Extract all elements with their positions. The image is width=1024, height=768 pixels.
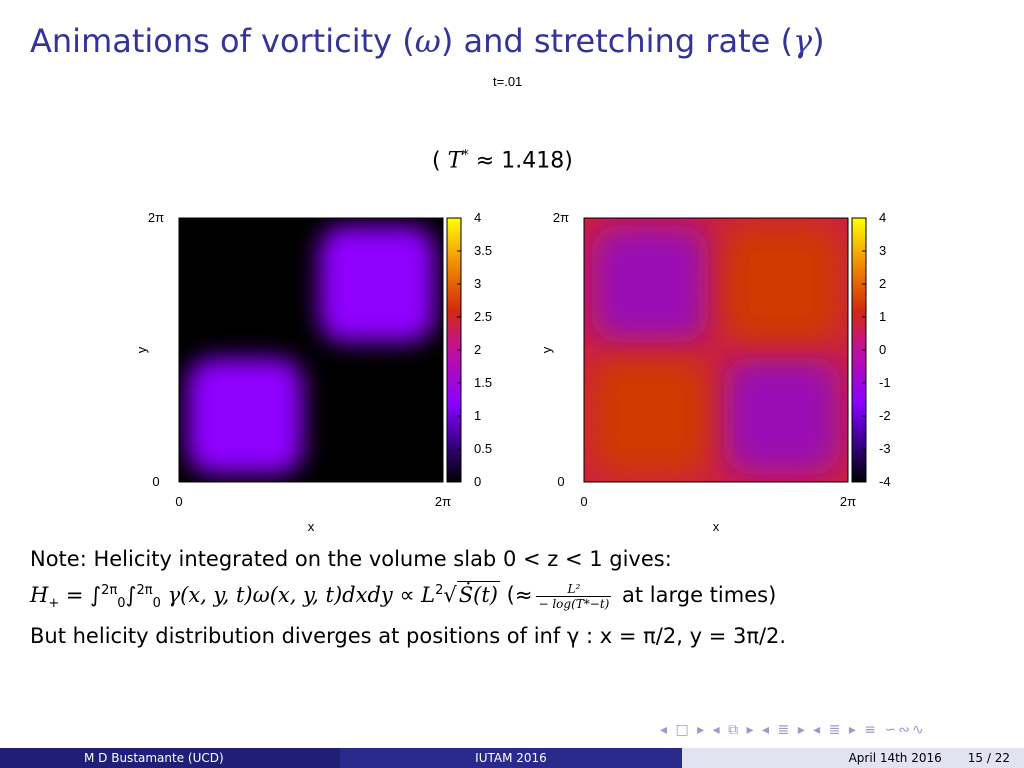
footer-date: April 14th 2016 xyxy=(848,751,942,765)
x-tick-label: 0 xyxy=(175,494,182,509)
title-text-1: Animations of vorticity ( xyxy=(30,22,415,60)
colorbar-tick-label: 2 xyxy=(879,276,886,291)
colorbar-tick-label: -1 xyxy=(879,375,891,390)
colorbar-tick-label: -2 xyxy=(879,408,891,423)
length-exponent: 2 xyxy=(435,583,444,598)
asymptotic-fraction: L² − log(T*−t) xyxy=(536,582,612,611)
heatmap-blob-4 xyxy=(723,225,841,343)
heatmap-charts: 0 2π 0 2π x y 4 3.5 3 2.5 2 1.5 1 0.5 0 0 2π 0 2π x y 4 3 2 1 0 -… xyxy=(134,210,891,534)
y-tick-label: 0 xyxy=(152,474,159,489)
heatmap-field xyxy=(584,218,848,482)
approx-open: (≈ xyxy=(506,583,533,607)
y-tick-label: 2π xyxy=(148,210,164,225)
integral-1-upper: 2π xyxy=(101,583,118,598)
footer-author: M D Bustamante (UCD) xyxy=(0,748,340,768)
integrand: γ(x, y, t)ω(x, y, t)dxdy xyxy=(167,583,393,607)
tstar-value: ≈ 1.418) xyxy=(475,148,573,174)
note-line-1: Note: Helicity integrated on the volume … xyxy=(30,547,672,571)
x-axis-label: x xyxy=(308,519,315,534)
tstar-estimate: ( T* ≈ 1.418) xyxy=(432,148,573,173)
x-axis-label: x xyxy=(713,519,720,534)
heatmap-blob-3 xyxy=(591,357,709,475)
length-symbol: L xyxy=(421,583,436,607)
colorbar-tick-label: 3 xyxy=(474,276,481,291)
colorbar-tick-label: 3.5 xyxy=(474,243,492,258)
heatmap-field xyxy=(179,218,443,482)
colorbar-tick-label: 4 xyxy=(474,210,481,225)
colorbar-tick-label: 3 xyxy=(879,243,886,258)
gamma-symbol: γ xyxy=(792,22,813,60)
heatmap-blob-1 xyxy=(591,225,709,343)
vorticity-heatmap: 0 2π 0 2π x y 4 3.5 3 2.5 2 1.5 1 0.5 0 xyxy=(134,210,492,534)
slide-title: Animations of vorticity (ω) and stretchi… xyxy=(30,22,825,60)
heatmap-blob-2 xyxy=(318,225,436,343)
integral-2-lower: 0 xyxy=(152,596,161,612)
omega-symbol: ω xyxy=(414,22,441,60)
sqrt-body: Ṡ(t) xyxy=(456,581,500,607)
heatmap-blob-2 xyxy=(723,357,841,475)
note-line-3: But helicity distribution diverges at po… xyxy=(30,624,787,649)
heatmap-blob-1 xyxy=(186,357,304,475)
y-tick-label: 2π xyxy=(553,210,569,225)
colorbar-tick-label: 2 xyxy=(474,342,481,357)
x-tick-label: 0 xyxy=(580,494,587,509)
title-text-3: ) xyxy=(812,22,825,60)
y-axis-label: y xyxy=(134,346,149,353)
fraction-numerator: L² xyxy=(536,582,612,597)
colorbar-tick-label: 2.5 xyxy=(474,309,492,324)
tstar-symbol: T xyxy=(447,148,463,174)
colorbar-tick-label: 1 xyxy=(879,309,886,324)
time-label: t=.01 xyxy=(493,74,523,89)
footer-page: 15 / 22 xyxy=(967,751,1010,765)
x-tick-label: 2π xyxy=(840,494,856,509)
colorbar-tick-label: -4 xyxy=(879,474,891,489)
plot-frame xyxy=(583,217,849,483)
x-tick-label: 2π xyxy=(435,494,451,509)
sdot-symbol: Ṡ(t) xyxy=(458,583,498,607)
y-tick-label: 0 xyxy=(557,474,564,489)
helicity-symbol: H xyxy=(30,583,49,607)
colorbar-tick-label: 1.5 xyxy=(474,375,492,390)
colorbar-tick-label: 1 xyxy=(474,408,481,423)
helicity-sub: + xyxy=(48,596,60,612)
colorbar-tick-label: 0 xyxy=(474,474,481,489)
plot-frame xyxy=(178,217,444,483)
colorbar-tick-label: -3 xyxy=(879,441,891,456)
footer-bar: M D Bustamante (UCD) IUTAM 2016 April 14… xyxy=(0,748,1024,768)
notes-block: Note: Helicity integrated on the volume … xyxy=(30,543,1010,652)
tstar-open: ( xyxy=(432,148,441,174)
equals-sign: = xyxy=(65,583,84,607)
beamer-navigation[interactable]: ◂ □ ▸ ◂ ⧉ ▸ ◂ ≣ ▸ ◂ ≣ ▸ ≡ ∽∾∿ xyxy=(660,722,926,738)
title-text-2: ) and stretching rate ( xyxy=(440,22,793,60)
colorbar-tick-label: 0 xyxy=(879,342,886,357)
fraction-denominator: − log(T*−t) xyxy=(538,596,610,611)
colorbar-tick-label: 0.5 xyxy=(474,441,492,456)
note-line-2: H+ = ∫2π0∫2π0 γ(x, y, t)ω(x, y, t)dxdy ∝… xyxy=(30,575,1010,620)
large-times-text: at large times) xyxy=(622,583,777,607)
footer-right: April 14th 2016 15 / 22 xyxy=(682,748,1024,768)
tstar-sup: * xyxy=(462,148,469,163)
proportional-sign: ∝ xyxy=(399,583,415,607)
stretching-rate-heatmap: 0 2π 0 2π x y 4 3 2 1 0 -1 -2 -3 -4 xyxy=(539,210,891,534)
colorbar-tick-label: 4 xyxy=(879,210,886,225)
footer-event: IUTAM 2016 xyxy=(340,748,682,768)
integral-2-upper: 2π xyxy=(136,583,153,598)
y-axis-label: y xyxy=(539,346,554,353)
integral-1-lower: 0 xyxy=(117,596,126,612)
sqrt-sign: √ xyxy=(443,583,457,607)
integral-2: ∫2π0 xyxy=(125,583,161,612)
integral-1: ∫2π0 xyxy=(90,583,126,612)
